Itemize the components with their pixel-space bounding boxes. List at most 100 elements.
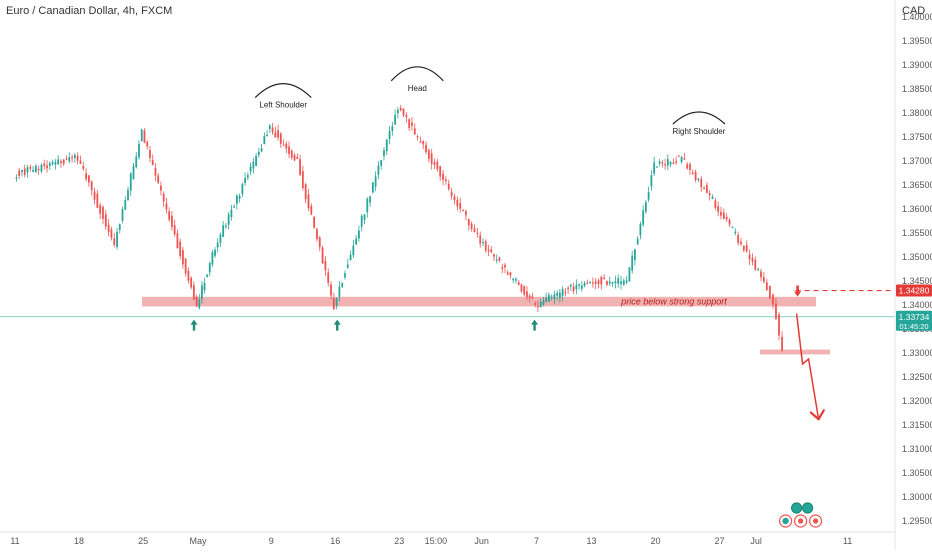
candle: [110, 226, 113, 241]
candle: [534, 301, 537, 308]
candle: [313, 215, 316, 230]
candle: [608, 276, 611, 287]
candle: [48, 161, 51, 171]
candle: [539, 298, 542, 308]
candle: [683, 152, 686, 161]
candle-body: [296, 157, 299, 159]
event-icon-inner[interactable]: [813, 518, 819, 524]
candle-body: [700, 178, 703, 188]
candle-body: [628, 267, 631, 282]
candle-body: [360, 215, 363, 227]
candle: [459, 197, 462, 213]
candle-body: [711, 196, 714, 199]
candle-body: [442, 173, 444, 180]
candle: [90, 180, 93, 196]
candle-body: [48, 163, 51, 166]
candle-body: [32, 169, 35, 172]
candle: [76, 152, 79, 165]
candle: [717, 201, 720, 217]
candle-body: [504, 264, 506, 268]
candle: [661, 159, 664, 168]
candle: [176, 229, 179, 249]
candle-body: [238, 195, 241, 199]
candle-body: [151, 160, 154, 165]
candle-body: [680, 157, 683, 162]
candle-body: [456, 199, 459, 207]
candle-body: [772, 294, 774, 305]
candle-body: [282, 144, 285, 146]
time-tick-label: 11: [10, 536, 19, 546]
candle-body: [88, 175, 90, 183]
time-axis[interactable]: 11 18 25 May 9 16 23 15:00 Jun 7 13 20 27 Jul 11: [0, 531, 895, 546]
candle: [564, 287, 567, 297]
candle: [408, 118, 411, 132]
candle-body: [694, 171, 697, 181]
price-tick-label: 1.37000: [902, 156, 932, 166]
candle: [249, 162, 252, 176]
candle: [201, 280, 203, 304]
event-icon[interactable]: [790, 502, 803, 514]
price-axis[interactable]: 1.40000 1.39500 1.39000 1.38500 1.38000 1.375…: [894, 0, 932, 550]
currency-label: CAD: [902, 5, 925, 17]
candle: [310, 203, 313, 216]
candle-body: [369, 196, 371, 203]
candle: [46, 160, 48, 173]
candle-body: [279, 133, 282, 144]
candle: [537, 300, 539, 313]
candle: [216, 238, 219, 253]
candle-body: [26, 167, 29, 173]
candle-body: [255, 156, 258, 167]
candle: [32, 165, 35, 173]
candle-body: [257, 151, 260, 155]
time-tick-label: Jul: [750, 536, 762, 546]
candle-body: [68, 156, 71, 162]
candle-body: [419, 141, 422, 143]
candle: [430, 148, 433, 170]
candle-body: [553, 294, 556, 300]
candle: [714, 197, 717, 211]
candle-body: [465, 211, 467, 216]
candle-body: [636, 238, 639, 245]
price-tick-label: 1.35000: [902, 252, 932, 262]
candle-body: [526, 291, 528, 298]
candle: [65, 155, 68, 161]
candle-body: [778, 314, 780, 336]
candle-body: [762, 277, 765, 282]
candle: [734, 228, 737, 236]
candle: [617, 274, 620, 288]
candle-body: [683, 158, 686, 160]
candle: [257, 148, 260, 158]
candle-body: [216, 242, 219, 248]
candle-body: [93, 191, 96, 200]
event-icons[interactable]: [778, 502, 823, 528]
candle-body: [73, 155, 76, 159]
candle-body: [235, 195, 238, 204]
candle-body: [512, 278, 515, 281]
price-tick-label: 1.32500: [902, 372, 932, 382]
candle-body: [266, 134, 268, 137]
price-tick-label: 1.32000: [902, 396, 932, 406]
candle: [450, 187, 453, 200]
support-zone: [142, 296, 816, 307]
candle: [697, 177, 700, 183]
candle-body: [734, 231, 737, 233]
candle: [171, 210, 173, 231]
candle: [71, 154, 73, 163]
candle: [102, 205, 104, 225]
left-shoulder-label: Left Shoulder: [259, 101, 307, 110]
event-icon[interactable]: [801, 502, 814, 514]
candle: [757, 267, 760, 272]
event-icon-inner[interactable]: [782, 517, 789, 525]
candle-body: [211, 252, 214, 265]
candle: [677, 155, 680, 157]
price-label-bg: [896, 310, 932, 331]
candle-body: [313, 217, 316, 228]
candle-body: [399, 108, 402, 111]
candle: [689, 162, 691, 175]
candle: [93, 187, 96, 205]
candle-body: [644, 202, 647, 212]
time-tick-label: 16: [330, 536, 340, 546]
candle-body: [179, 241, 182, 257]
event-icon-inner[interactable]: [798, 518, 804, 524]
